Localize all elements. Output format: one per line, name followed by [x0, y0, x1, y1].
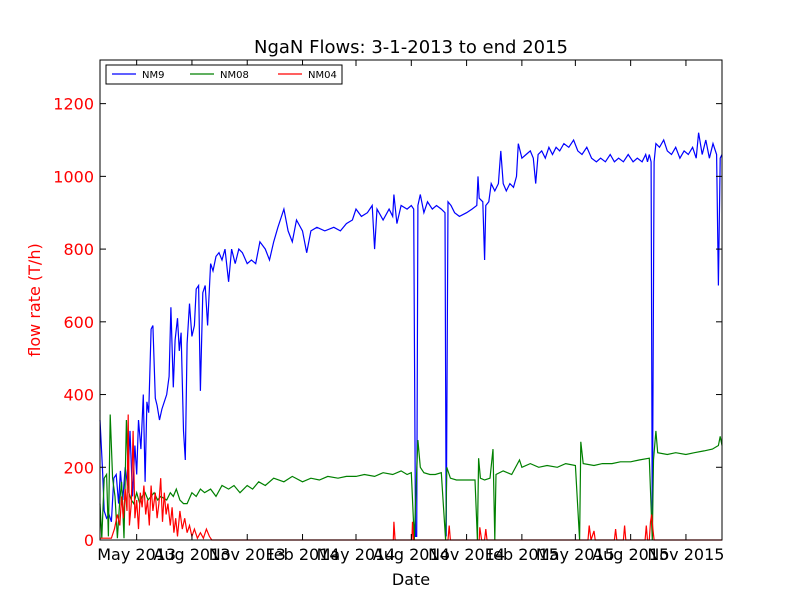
y-tick-label: 1200 — [53, 95, 94, 114]
plot-area — [100, 60, 722, 540]
y-tick-label: 0 — [84, 531, 94, 550]
y-tick-label: 200 — [63, 458, 94, 477]
legend-label-nm04: NM04 — [308, 70, 337, 81]
x-tick-label: May 2013 — [97, 545, 176, 564]
series-line-nm08 — [99, 414, 723, 541]
y-tick-label: 1000 — [53, 167, 94, 186]
legend: NM9 NM08 NM04 — [105, 64, 343, 85]
x-tick-label: Aug 2013 — [153, 545, 230, 564]
x-tick-label: Nov 2015 — [647, 545, 724, 564]
y-axis-label: flow rate (T/h) — [25, 243, 44, 356]
y-axis: 0 200 400 600 800 1000 1200 — [53, 95, 722, 550]
chart-title: NgaN Flows: 3-1-2013 to end 2015 — [254, 37, 568, 58]
legend-label-nm9: NM9 — [142, 70, 164, 81]
x-tick-label: Nov 2013 — [209, 545, 286, 564]
y-tick-label: 600 — [63, 313, 94, 332]
x-axis-label: Date — [392, 570, 430, 589]
legend-box — [105, 64, 343, 85]
x-tick-label: Feb 2015 — [485, 545, 559, 564]
x-tick-label: May 2015 — [536, 545, 615, 564]
x-tick-label: Nov 2014 — [428, 545, 505, 564]
x-tick-label: Feb 2014 — [265, 545, 339, 564]
series-line-nm9 — [99, 132, 723, 537]
x-tick-label: May 2014 — [317, 545, 396, 564]
y-tick-label: 800 — [63, 240, 94, 259]
legend-label-nm08: NM08 — [220, 70, 249, 81]
x-tick-label: Aug 2015 — [592, 545, 669, 564]
y-tick-label: 400 — [63, 386, 94, 405]
x-tick-label: Aug 2014 — [373, 545, 450, 564]
